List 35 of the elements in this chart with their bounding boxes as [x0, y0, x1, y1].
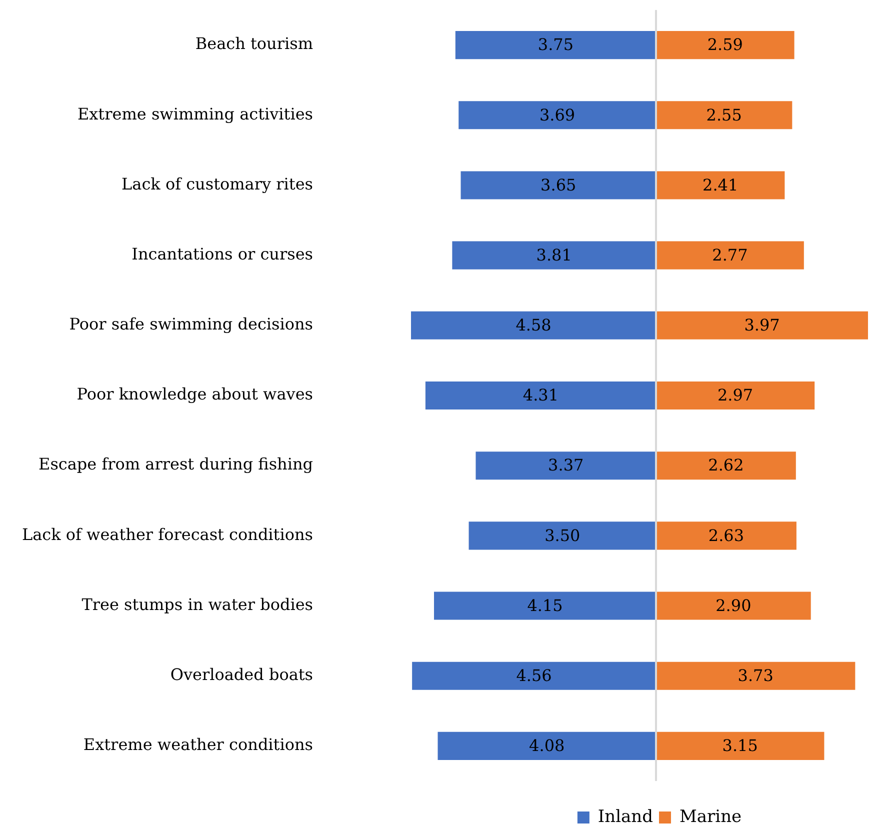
y-tick-label: Escape from arrest during fishing: [38, 454, 313, 474]
data-label: 4.08: [529, 736, 565, 756]
data-label: 4.31: [522, 386, 559, 405]
data-label: 4.56: [516, 666, 552, 686]
data-label: 3.75: [538, 35, 574, 54]
data-label: 3.50: [544, 526, 580, 545]
y-tick-label: Extreme weather conditions: [83, 735, 313, 754]
y-tick-label: Tree stumps in water bodies: [82, 594, 313, 614]
data-label: 2.90: [716, 596, 752, 615]
y-tick-label: Incantations or curses: [132, 244, 313, 264]
data-label: 2.41: [702, 175, 738, 194]
data-label: 3.65: [540, 175, 576, 194]
data-label: 2.97: [717, 386, 754, 405]
data-label: 3.81: [536, 245, 572, 264]
y-tick-label: Lack of weather forecast conditions: [22, 524, 313, 544]
legend-label: Marine: [680, 806, 742, 827]
data-label: 2.77: [712, 245, 748, 264]
data-label: 2.62: [708, 456, 744, 475]
data-label: 3.73: [738, 666, 774, 686]
y-tick-label: Extreme swimming activities: [77, 104, 313, 124]
data-label: 3.15: [722, 736, 758, 756]
y-tick-label: Poor knowledge about waves: [76, 384, 313, 404]
data-label: 2.55: [706, 105, 742, 124]
data-label: 3.97: [744, 316, 780, 335]
data-label: 4.15: [527, 596, 563, 615]
legend-label: Inland: [598, 806, 654, 827]
data-label: 2.59: [707, 35, 743, 54]
data-label: 2.63: [708, 526, 744, 545]
data-label: 3.69: [539, 105, 576, 124]
y-tick-label: Beach tourism: [195, 34, 313, 54]
data-label: 4.58: [516, 316, 552, 335]
y-tick-label: Poor safe swimming decisions: [69, 314, 313, 334]
y-tick-label: Lack of customary rites: [122, 174, 313, 194]
data-label: 3.37: [548, 456, 584, 475]
y-tick-label: Overloaded boats: [170, 665, 313, 684]
